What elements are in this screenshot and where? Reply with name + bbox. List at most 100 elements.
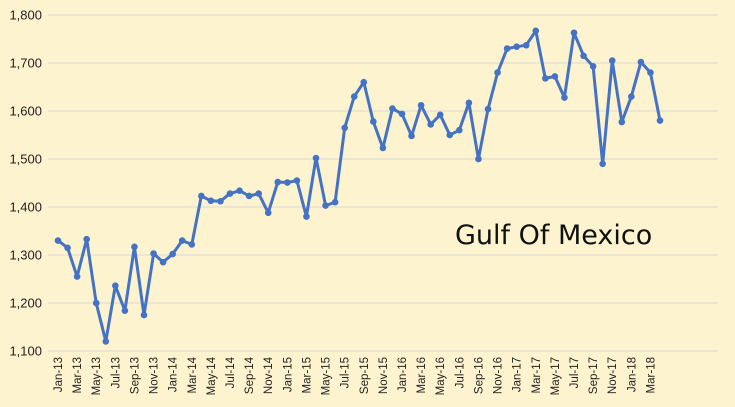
series-gulf-of-mexico: [54, 27, 664, 345]
x-axis-tick-labels: Jan-13 Mar-13 May-13 Jul-13 Sep-13 Nov-13 Jan-…: [53, 356, 657, 395]
x-tick-label: Sep-17: [588, 357, 600, 394]
data-point: [427, 121, 434, 128]
data-point: [341, 124, 348, 132]
data-point: [73, 273, 81, 280]
data-point: [92, 299, 100, 307]
x-tick-label: Mar-13: [72, 357, 84, 393]
data-point: [150, 250, 157, 257]
data-point: [551, 73, 559, 80]
x-tick-label: May-13: [91, 357, 103, 395]
data-point: [608, 57, 616, 64]
data-point: [64, 244, 71, 252]
data-point: [360, 78, 368, 86]
x-tick-label: Jul-13: [110, 357, 122, 388]
data-point: [456, 126, 463, 134]
y-axis-tick-labels: 1,100 1,200 1,300 1,400 1,500 1,600 1,700 1,800: [9, 8, 42, 359]
data-point: [236, 187, 243, 194]
x-tick-label: Nov-15: [378, 357, 390, 394]
data-point: [255, 190, 262, 197]
data-point: [102, 338, 110, 345]
data-point: [322, 202, 329, 209]
data-point: [331, 198, 339, 206]
x-tick-label: May-14: [206, 356, 218, 395]
x-tick-label: Jan-14: [168, 356, 180, 392]
x-tick-label: Sep-13: [129, 357, 141, 394]
data-point: [131, 243, 138, 251]
y-tick-label: 1,600: [9, 104, 42, 119]
x-tick-label: Sep-16: [473, 357, 485, 394]
data-point: [312, 154, 320, 162]
data-point: [121, 307, 129, 314]
x-tick-label: May-17: [550, 357, 562, 395]
x-tick-label: Jan-15: [282, 357, 294, 392]
x-tick-label: Mar-14: [187, 356, 199, 393]
data-point: [475, 155, 482, 163]
x-tick-label: Sep-14: [244, 356, 256, 394]
data-point: [379, 144, 387, 152]
data-point: [370, 118, 377, 125]
x-tick-label: Mar-18: [645, 357, 657, 393]
series-line: [57, 29, 662, 343]
data-point: [618, 118, 626, 126]
x-tick-label: Nov-16: [493, 357, 505, 394]
data-point: [417, 101, 425, 109]
x-tick-label: Nov-13: [149, 357, 161, 394]
data-point: [112, 282, 119, 290]
data-point: [522, 41, 530, 49]
data-point: [178, 237, 186, 244]
data-point: [207, 197, 215, 205]
data-point: [408, 132, 415, 140]
x-tick-label: Jan-17: [512, 357, 524, 392]
data-point: [503, 45, 511, 52]
data-point: [226, 190, 234, 197]
data-point: [570, 29, 578, 37]
y-tick-label: 1,200: [9, 296, 42, 311]
y-tick-label: 1,700: [9, 56, 42, 71]
data-point: [217, 197, 224, 205]
x-tick-label: Jul-15: [340, 357, 352, 388]
data-point: [465, 99, 473, 107]
y-tick-label: 1,800: [9, 8, 42, 23]
data-point: [188, 241, 196, 248]
data-point: [637, 58, 645, 66]
data-point: [293, 177, 301, 184]
x-tick-label: May-16: [435, 357, 447, 395]
data-point: [580, 52, 587, 60]
x-tick-label: Jul-17: [569, 357, 581, 388]
x-tick-label: Jan-13: [53, 357, 65, 392]
y-tick-label: 1,100: [9, 344, 42, 359]
y-tick-label: 1,300: [9, 248, 42, 263]
data-point: [436, 111, 444, 119]
data-point: [628, 93, 635, 100]
data-point: [599, 160, 606, 168]
data-point: [83, 235, 90, 243]
data-point: [494, 69, 501, 76]
y-tick-label: 1,400: [9, 200, 42, 215]
data-point: [542, 75, 549, 82]
x-tick-label: Jan-18: [626, 357, 638, 392]
data-point: [54, 237, 62, 244]
data-point: [350, 93, 358, 100]
x-tick-label: Mar-17: [531, 357, 543, 393]
x-tick-label: Mar-15: [301, 357, 313, 393]
data-point: [264, 209, 272, 217]
x-tick-label: Jul-16: [454, 357, 466, 388]
x-tick-label: Jul-14: [225, 356, 237, 388]
x-tick-label: May-15: [321, 357, 333, 395]
data-point: [274, 178, 282, 186]
data-point: [140, 311, 148, 319]
data-point: [303, 213, 310, 220]
x-tick-label: Sep-15: [359, 357, 371, 394]
data-point: [484, 105, 492, 113]
data-point: [169, 250, 176, 258]
data-point: [513, 43, 520, 50]
x-tick-label: Nov-14: [263, 356, 275, 394]
x-tick-label: Jan-16: [397, 357, 409, 392]
data-point: [589, 63, 597, 70]
data-point: [398, 110, 406, 118]
data-point: [532, 27, 540, 35]
data-point: [198, 192, 205, 200]
data-point: [284, 179, 291, 186]
